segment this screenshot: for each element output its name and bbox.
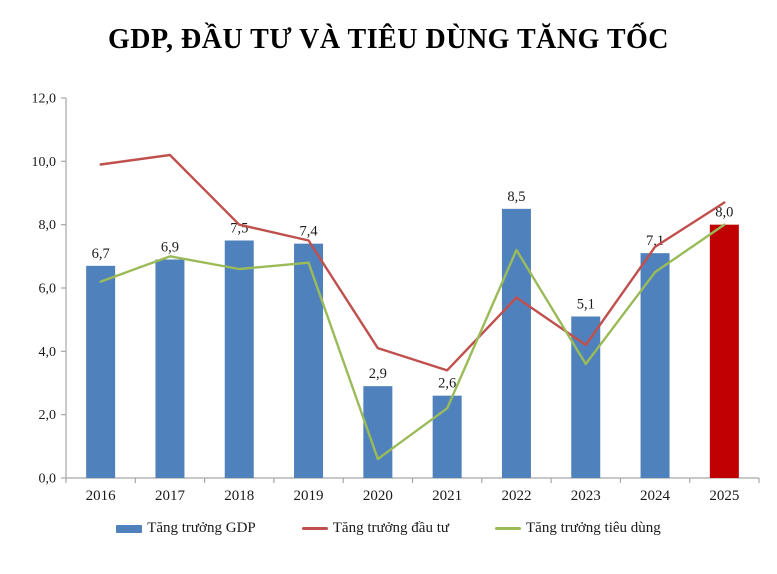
x-tick-label-2020: 2020: [363, 488, 393, 504]
legend-label-consumption: Tăng trưởng tiêu dùng: [526, 520, 661, 536]
bar-label-2017: 6,9: [161, 240, 179, 256]
y-tick-label: 2,0: [39, 408, 57, 423]
bar-2025: [709, 224, 739, 478]
legend-item-gdp: Tăng trưởng GDP: [116, 520, 256, 537]
legend-item-consumption: Tăng trưởng tiêu dùng: [495, 520, 661, 537]
bar-2017: [155, 259, 185, 478]
legend-label-gdp: Tăng trưởng GDP: [147, 520, 256, 536]
y-tick-label: 12,0: [32, 92, 57, 107]
x-tick-label-2023: 2023: [571, 488, 601, 504]
bar-2024: [640, 253, 670, 478]
line-series-investment: [99, 153, 726, 372]
investment-line-swatch-icon: [301, 527, 328, 530]
bar-label-2019: 7,4: [299, 224, 318, 240]
bar-2016: [86, 265, 116, 478]
y-tick-label: 8,0: [39, 218, 57, 233]
bar-2018: [224, 240, 254, 478]
x-tick-label-2019: 2019: [294, 488, 324, 504]
bar-label-2018: 7,5: [230, 221, 248, 237]
x-tick-label-2025: 2025: [709, 488, 739, 504]
bar-2023: [571, 316, 601, 478]
bar-label-2023: 5,1: [577, 297, 595, 313]
x-tick-label-2024: 2024: [640, 488, 671, 504]
consumption-line-swatch-icon: [495, 527, 521, 530]
chart-legend: Tăng trưởng GDP Tăng trưởng đầu tư Tăng …: [0, 520, 777, 537]
x-tick-label-2017: 2017: [155, 488, 186, 504]
legend-item-investment: Tăng trưởng đầu tư: [301, 520, 449, 537]
x-tick-label-2021: 2021: [432, 488, 462, 504]
bar-2022: [501, 208, 531, 479]
y-tick-label: 0,0: [39, 472, 57, 487]
y-tick-label: 10,0: [32, 155, 57, 170]
chart-title: GDP, ĐẦU TƯ VÀ TIÊU DÙNG TĂNG TỐC: [107, 24, 670, 55]
y-tick-label: 6,0: [39, 282, 57, 297]
x-tick-label-2022: 2022: [501, 488, 531, 504]
bar-label-2022: 8,5: [507, 189, 525, 205]
bar-label-2020: 2,9: [369, 366, 387, 382]
x-tick-label-2016: 2016: [86, 488, 117, 504]
combo-chart-plot: 0,0 2,0 4,0 6,0 8,0 10,0 12,0 6,7 6,9 7,5 7,4 2,9 2,…: [32, 92, 760, 504]
bar-label-2025: 8,0: [715, 205, 733, 221]
bar-2019: [294, 243, 324, 478]
bar-label-2016: 6,7: [92, 246, 110, 262]
line-series-consumption: [99, 223, 726, 461]
y-tick-label: 4,0: [39, 345, 57, 360]
gdp-bar-swatch-icon: [116, 524, 143, 533]
legend-label-investment: Tăng trưởng đầu tư: [332, 520, 449, 536]
bar-label-2021: 2,6: [438, 376, 456, 392]
x-tick-label-2018: 2018: [224, 488, 254, 504]
